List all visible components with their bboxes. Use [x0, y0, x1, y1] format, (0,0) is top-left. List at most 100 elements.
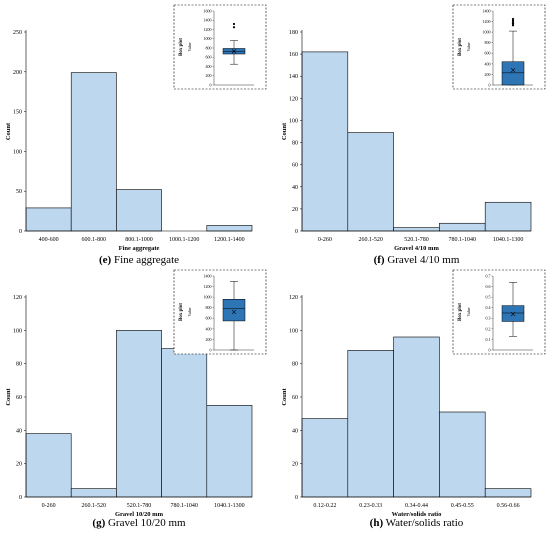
y-tick-label: 40	[16, 428, 22, 434]
y-tick-label: 20	[292, 207, 298, 213]
y-tick-label: 180	[289, 30, 298, 36]
y-axis-label: Count	[5, 387, 12, 405]
panel-h: 0 20 40 60 80 100 120 0.12-0.22 0.23-0.33 0.34-0.…	[281, 269, 546, 529]
mean-marker	[231, 309, 237, 315]
y-tick-label: 60	[292, 395, 298, 401]
inset-frame	[173, 269, 267, 355]
y-tick-label: 0	[295, 495, 298, 501]
y-tick-label: 60	[292, 163, 298, 169]
x-tick-label: 520.1-780	[127, 503, 152, 509]
inset-tick-label: 0.2	[486, 326, 491, 331]
panel-e: 0 50 100 150 200 250 400-600 600.1-800 800.1-100…	[5, 4, 267, 266]
inset-box-plot: 0 200 400 600 800 1000 1200 1400 Box plot Value	[173, 269, 267, 355]
inset-tick-label: 1000	[483, 30, 491, 35]
inset-tick-label: 1200	[204, 284, 212, 289]
inset-tick-label: 1400	[204, 18, 212, 23]
inset-tick-label: 400	[206, 326, 212, 331]
y-tick-label: 40	[292, 185, 298, 191]
inset-box-plot: 0 0.1 0.2 0.3 0.4 0.5 0.6 0.7 Box plot Value	[452, 269, 546, 355]
bar	[206, 405, 253, 498]
inset-tick-label: 0.3	[486, 316, 491, 321]
mean-marker	[510, 67, 516, 73]
y-tick-label: 80	[292, 362, 298, 368]
x-tick-label: 400-600	[39, 237, 59, 243]
inset-tick-label: 800	[206, 45, 212, 50]
bar	[70, 72, 117, 232]
caption-text: Water/solids ratio	[383, 517, 464, 529]
bar	[347, 132, 394, 232]
inset-tick-label: 800	[206, 305, 212, 310]
y-tick-label: 100	[13, 149, 22, 155]
bar	[347, 350, 394, 498]
inset-tick-label: 1400	[204, 273, 212, 278]
inset-tick-label: 0.5	[486, 295, 491, 300]
inset-y-label: Value	[466, 307, 471, 316]
inset-box-plot: 0 200 400 600 800 1000 1200 1400 1600 Box plot Val…	[173, 4, 267, 90]
x-tick-label: 0.56-0.66	[497, 503, 520, 509]
y-tick-label: 120	[13, 295, 22, 301]
y-tick-label: 0	[19, 495, 22, 501]
y-tick-label: 40	[292, 428, 298, 434]
inset-tick-label: 1400	[483, 8, 491, 13]
bar	[161, 348, 208, 498]
bar	[439, 222, 486, 232]
bar	[70, 488, 117, 498]
caption-letter: (f)	[374, 254, 385, 266]
inset-tick-label: 400	[206, 64, 212, 69]
mean-marker	[510, 311, 516, 317]
bar	[116, 189, 162, 232]
outlier-point	[511, 24, 515, 27]
panel-caption: (h) Water/solids ratio	[370, 517, 464, 529]
inset-tick-label: 1000	[204, 295, 212, 300]
y-tick-label: 80	[292, 141, 298, 147]
inset-tick-label: 0	[210, 347, 212, 352]
inset-tick-label: 0	[489, 82, 491, 87]
x-tick-label: 0.45-0.55	[451, 503, 474, 509]
outlier-point	[511, 22, 515, 25]
bar	[484, 201, 532, 232]
caption-text: Gravel 10/20 mm	[105, 517, 186, 529]
x-axis-label: Water/solids ratio	[392, 511, 442, 518]
inset-title: Box plot	[458, 38, 463, 56]
y-tick-label: 60	[16, 395, 22, 401]
inset-box-plot: 0 200 400 600 800 1000 1200 1400 Box plot Value	[452, 4, 546, 90]
x-tick-label: 260.1-520	[358, 237, 383, 243]
inset-title: Box plot	[179, 303, 184, 321]
bar	[206, 225, 253, 232]
inset-tick-label: 0.6	[486, 284, 491, 289]
panel-caption: (f) Gravel 4/10 mm	[374, 254, 460, 266]
inset-tick-label: 0.4	[486, 305, 491, 310]
y-tick-label: 250	[13, 30, 22, 36]
inset-tick-label: 200	[485, 72, 491, 77]
inset-tick-label: 0.1	[486, 337, 491, 342]
inset-tick-label: 800	[485, 40, 491, 45]
inset-tick-label: 400	[485, 61, 491, 66]
y-tick-label: 0	[295, 229, 298, 235]
bar	[25, 207, 72, 232]
x-tick-label: 0-260	[42, 503, 56, 509]
panel-caption: (e) Fine aggregate	[99, 254, 179, 266]
y-tick-label: 80	[16, 362, 22, 368]
y-axis-label: Count	[281, 122, 288, 140]
x-tick-label: 0.12-0.22	[313, 503, 336, 509]
x-tick-label: 600.1-800	[82, 237, 107, 243]
inset-frame	[452, 4, 546, 90]
outlier-point	[511, 21, 515, 24]
x-axis-label: Gravel 10/20 mm	[115, 511, 164, 518]
outlier-point	[511, 19, 515, 22]
x-tick-label: 260.1-520	[82, 503, 107, 509]
x-tick-label: 520.1-780	[404, 237, 429, 243]
caption-letter: (e)	[99, 254, 112, 266]
caption-text: Fine aggregate	[111, 254, 179, 266]
inset-frame	[173, 4, 267, 90]
x-tick-label: 1000.1-1200	[169, 237, 200, 243]
inset-tick-label: 600	[206, 55, 212, 60]
inset-y-label: Value	[187, 42, 192, 51]
iqr-box	[222, 299, 246, 322]
y-tick-label: 0	[19, 229, 22, 235]
panel-caption: (g) Gravel 10/20 mm	[92, 517, 186, 529]
outlier-point	[511, 17, 515, 21]
x-tick-label: 1200.1-1400	[214, 237, 245, 243]
inset-y-label: Value	[466, 42, 471, 51]
